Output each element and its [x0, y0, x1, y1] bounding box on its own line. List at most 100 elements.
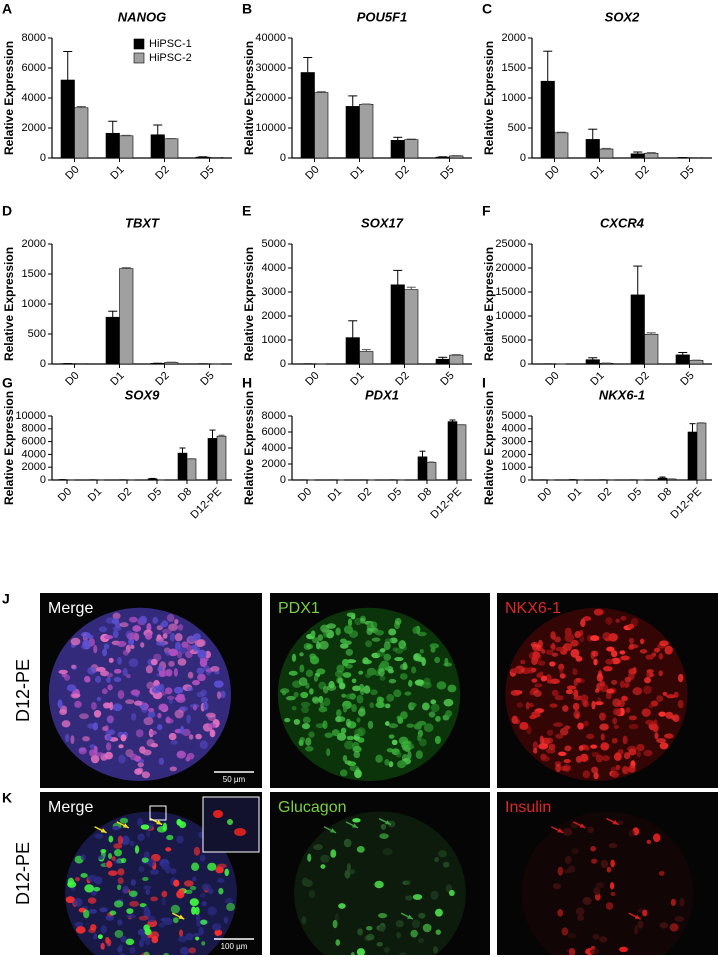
cell: [90, 754, 100, 764]
cell: [66, 684, 77, 692]
cell: [387, 669, 394, 674]
cell: [674, 916, 685, 922]
cell: [99, 907, 108, 913]
x-tick-label: D1: [348, 164, 366, 182]
arrow-head: [122, 823, 129, 828]
cell: [611, 657, 621, 665]
cell: [601, 755, 610, 762]
bar: [687, 431, 698, 481]
cell: [180, 725, 185, 735]
cell: [658, 670, 664, 677]
cell: [345, 718, 351, 728]
cell: [344, 760, 352, 765]
y-tick-label: 1000: [502, 92, 526, 104]
cell: [195, 914, 201, 921]
cell: [563, 759, 571, 764]
cell: [605, 616, 613, 625]
cell: [645, 719, 655, 725]
x-tick-label: D5: [386, 486, 404, 504]
cell: [532, 741, 538, 750]
cell: [119, 953, 126, 955]
cell: [146, 830, 151, 838]
cell: [196, 667, 205, 675]
cell: [677, 699, 684, 709]
islet: [521, 811, 694, 955]
cell: [192, 679, 200, 686]
cell: [579, 635, 585, 643]
cell: [636, 743, 645, 752]
cell: [388, 723, 399, 729]
cell: [177, 624, 184, 631]
cell: [559, 667, 564, 674]
cell: [349, 869, 355, 875]
cell: [134, 700, 143, 706]
cell: [145, 665, 153, 674]
cell: [94, 752, 105, 757]
cell: [564, 633, 575, 643]
cell: [418, 912, 426, 919]
cell: [313, 675, 319, 682]
cell: [100, 848, 107, 854]
cell: [435, 715, 441, 722]
cell: [209, 729, 216, 738]
cell: [564, 856, 572, 864]
cell: [137, 761, 144, 768]
y-tick-label: 2000: [262, 310, 286, 322]
cell: [140, 824, 150, 830]
cell: [615, 618, 621, 623]
cell: [344, 869, 351, 879]
cell: [142, 876, 149, 881]
y-axis-label: Relative Expression: [242, 391, 256, 505]
panel-letter: E: [242, 203, 251, 219]
cell: [606, 646, 615, 652]
cell: [564, 745, 572, 752]
bar: [644, 333, 659, 365]
cell: [322, 720, 328, 730]
cell: [201, 941, 206, 946]
channel-label: NKX6-1: [505, 600, 561, 617]
cell: [191, 862, 200, 872]
cell: [510, 689, 521, 696]
cell: [396, 760, 407, 769]
cell: [103, 702, 112, 709]
cell: [411, 666, 417, 674]
x-tick-label: D12-PE: [188, 486, 224, 522]
cell: [582, 770, 591, 779]
cell: [570, 639, 579, 647]
cell: [393, 689, 402, 698]
arrow-head: [385, 820, 391, 825]
cell: [388, 678, 397, 684]
cell: [170, 740, 178, 745]
cell: [195, 733, 202, 740]
cell: [336, 732, 347, 741]
cell: [74, 876, 80, 882]
cell: [551, 642, 556, 651]
bar: [359, 104, 374, 159]
cell: [546, 679, 554, 684]
cell: [539, 735, 544, 745]
cell: [658, 652, 664, 660]
chart-title: NKX6-1: [599, 387, 645, 402]
cell: [628, 829, 635, 837]
cell: [93, 645, 98, 654]
cell: [659, 742, 669, 750]
cell: [163, 952, 170, 955]
inset-cell: [227, 819, 233, 825]
cell: [79, 713, 89, 720]
cell: [288, 670, 298, 676]
cell: [198, 926, 204, 936]
cell: [112, 612, 121, 620]
cell: [158, 757, 165, 765]
cell: [162, 822, 168, 832]
cell: [625, 707, 631, 714]
cell: [546, 729, 554, 736]
cell: [620, 655, 630, 661]
cell: [323, 697, 331, 707]
cell: [192, 704, 198, 711]
cell: [169, 868, 177, 875]
cell: [340, 638, 347, 644]
cell: [342, 754, 348, 762]
cell: [642, 909, 648, 917]
cell: [100, 942, 105, 950]
cell: [187, 671, 194, 679]
